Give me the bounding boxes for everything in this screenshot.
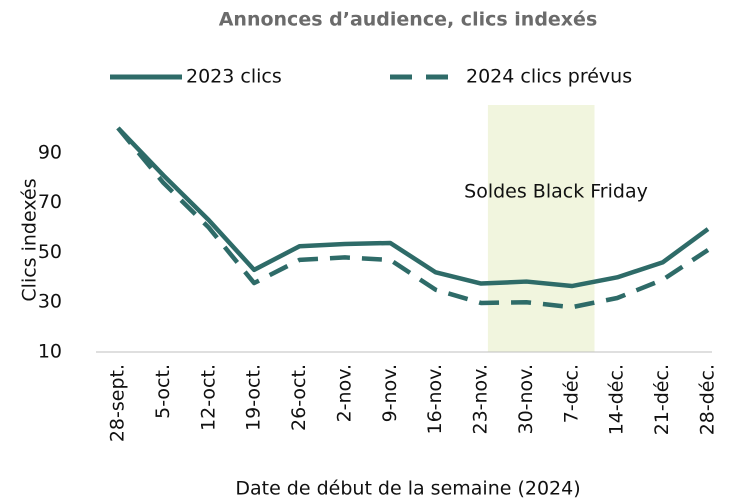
y-tick-label: 70 bbox=[38, 191, 62, 213]
x-tick-label: 7-déc. bbox=[560, 364, 582, 423]
legend-label: 2024 clics prévus bbox=[466, 66, 632, 88]
x-tick-label: 28-déc. bbox=[697, 364, 719, 435]
x-tick-label: 23-nov. bbox=[470, 364, 492, 435]
y-tick-label: 10 bbox=[38, 341, 62, 363]
chart-title: Annonces d’audience, clics indexés bbox=[219, 9, 598, 31]
x-tick-label: 28-sept. bbox=[107, 364, 129, 442]
highlight-label: Soldes Black Friday bbox=[464, 181, 648, 203]
legend-label: 2023 clics bbox=[186, 66, 282, 88]
y-tick-label: 30 bbox=[38, 291, 62, 313]
series-line bbox=[116, 126, 710, 289]
x-tick-label: 21-déc. bbox=[651, 364, 673, 435]
x-tick-label: 19-oct. bbox=[243, 364, 265, 431]
x-tick-label: 16-nov. bbox=[424, 364, 446, 435]
x-axis-label: Date de début de la semaine (2024) bbox=[235, 478, 580, 500]
y-tick-label: 50 bbox=[38, 241, 62, 263]
x-tick-label: 26-oct. bbox=[288, 364, 310, 431]
x-tick-label: 2-nov. bbox=[333, 364, 355, 422]
y-axis-label: Clics indexés bbox=[19, 178, 41, 301]
x-tick-label: 14-déc. bbox=[606, 364, 628, 435]
highlight-band bbox=[487, 105, 595, 352]
x-tick-label: 12-oct. bbox=[197, 364, 219, 431]
y-tick-label: 90 bbox=[38, 141, 62, 163]
series-line bbox=[116, 126, 710, 310]
x-tick-label: 9-nov. bbox=[379, 364, 401, 422]
x-tick-label: 5-oct. bbox=[152, 364, 174, 419]
x-tick-label: 30-nov. bbox=[515, 364, 537, 435]
